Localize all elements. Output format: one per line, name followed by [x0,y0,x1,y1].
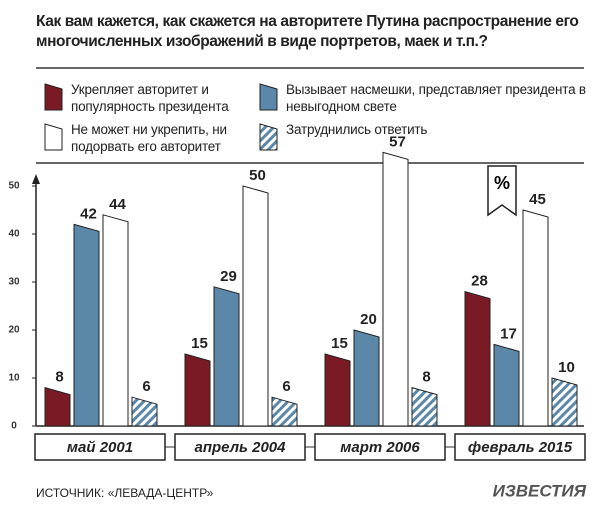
value-label: 6 [282,378,290,395]
legend-swatch [44,83,63,111]
bar [131,396,158,427]
bar [464,290,491,427]
legend-swatch [259,123,278,151]
value-label: 20 [360,311,377,328]
bar [411,386,438,427]
category-box [174,433,306,461]
y-tick-label: 40 [8,229,20,240]
x-tick-label: апрель 2004 [195,439,287,456]
value-label: 28 [471,273,488,290]
value-label: 6 [142,378,150,395]
chart-title: Как вам кажется, как скажется на авторит… [36,13,579,50]
y-tick-label: 30 [8,277,20,288]
y-tick-label: 20 [8,325,20,336]
value-label: 57 [389,133,406,150]
bar [324,353,351,427]
y-tick-label: 50 [8,181,20,192]
x-tick-label: март 2006 [340,439,420,456]
value-label: 17 [500,325,517,342]
legend-swatch [44,123,63,151]
value-label: 29 [220,268,237,285]
value-label: 15 [331,335,348,352]
x-tick-label: май 2001 [67,439,133,456]
legend-label: Вызывает насмешки, представляет президен… [286,82,586,114]
category-box [314,433,446,461]
bar [73,223,100,427]
bar [102,214,129,427]
value-label: 42 [80,205,97,222]
value-label: 15 [191,335,208,352]
bar [213,286,240,427]
bar [184,353,211,427]
bar [242,185,269,427]
value-label: 8 [55,369,63,386]
y-tick-label: 0 [11,421,17,432]
category-box [34,433,166,461]
legend-label: Не может ни укрепить, ни подорвать его а… [71,122,227,154]
value-label: 10 [558,359,575,376]
bar [551,377,578,427]
publisher: ИЗВЕСТИЯ [493,481,587,500]
legend-label: Укрепляет авторитет и популярность прези… [71,82,229,114]
bar [353,329,380,427]
bar [522,209,549,427]
value-label: 45 [529,191,546,208]
legend-label: Затруднились ответить [286,122,428,137]
value-label: 44 [109,196,126,213]
legend-swatch [259,83,278,111]
bar [44,386,71,427]
unit-badge [487,165,517,217]
bar [493,343,520,427]
x-tick-label: февраль 2015 [468,439,573,456]
unit-label: % [494,173,510,193]
category-box [454,433,586,461]
y-tick-label: 10 [8,373,20,384]
bar [271,396,298,427]
y-axis-arrow [32,174,40,184]
bar [382,151,409,427]
value-label: 8 [422,369,430,386]
value-label: 50 [249,167,266,184]
source: ИСТОЧНИК: «ЛЕВАДА-ЦЕНТР» [36,486,214,500]
